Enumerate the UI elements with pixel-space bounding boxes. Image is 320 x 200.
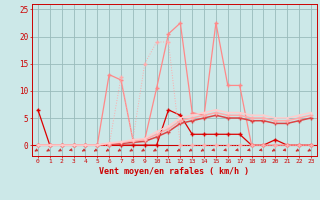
X-axis label: Vent moyen/en rafales ( km/h ): Vent moyen/en rafales ( km/h ) bbox=[100, 167, 249, 176]
